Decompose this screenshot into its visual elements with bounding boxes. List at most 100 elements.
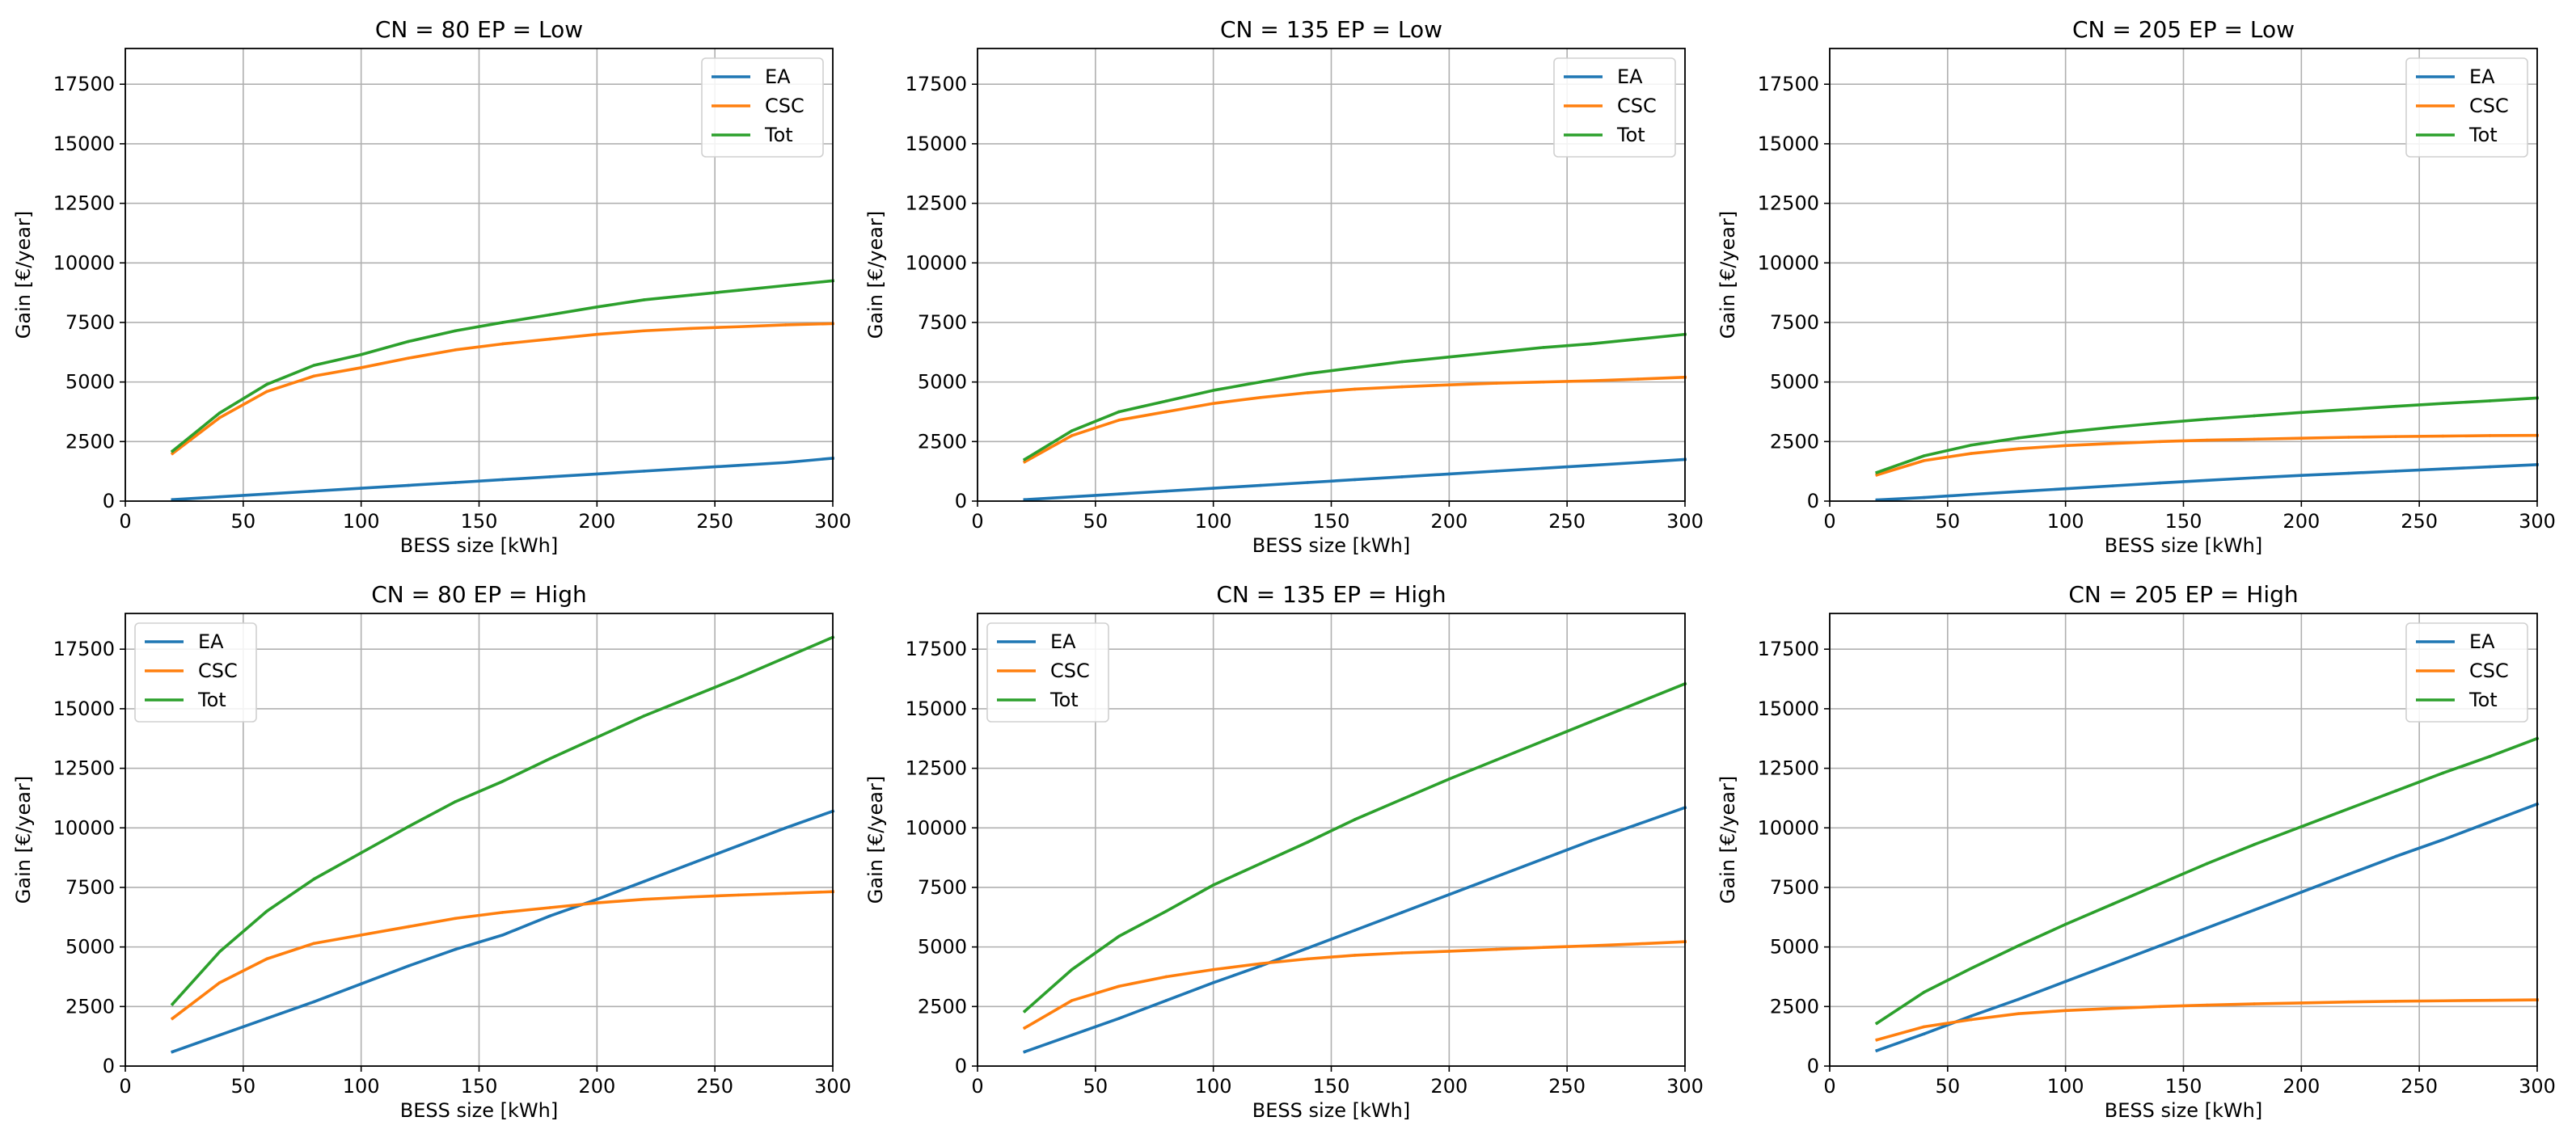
x-tick-label: 300 [2519, 510, 2556, 533]
plot-frame [977, 613, 1686, 1067]
series-line-tot [1022, 681, 1687, 1014]
data-point-csc [2346, 1000, 2350, 1004]
data-point-tot [1970, 443, 1973, 447]
data-point-tot [1875, 470, 1879, 474]
legend-label-csc: CSC [1617, 95, 1657, 117]
data-point-tot [2158, 421, 2162, 425]
data-point-csc [500, 911, 505, 914]
legend: EA CSC Tot [134, 622, 257, 723]
data-point-csc [2158, 440, 2162, 444]
x-tick-label: 0 [119, 1075, 131, 1098]
x-tick-label: 50 [231, 1075, 256, 1098]
data-point-ea [1164, 999, 1168, 1002]
y-tick-label: 15000 [1758, 698, 1819, 720]
data-point-tot [690, 695, 693, 698]
data-point-csc [2394, 1000, 2397, 1003]
data-point-csc [1494, 947, 1498, 951]
legend-label-tot: Tot [1049, 689, 1079, 711]
data-point-csc [454, 348, 458, 352]
data-point-tot [2394, 789, 2397, 793]
data-point-ea [2111, 484, 2114, 487]
data-point-csc [783, 323, 788, 327]
x-tick-label: 250 [696, 1075, 733, 1098]
y-tick-label: 10000 [53, 816, 115, 839]
data-point-csc [2111, 1006, 2114, 1010]
data-point-csc [1636, 377, 1640, 381]
data-point-tot [1117, 410, 1121, 414]
y-tick-label: 7500 [918, 311, 967, 334]
data-point-csc [171, 1017, 175, 1020]
x-tick-label: 250 [696, 510, 733, 533]
legend-label-ea: EA [1050, 630, 1076, 653]
x-tick-label: 50 [231, 510, 256, 533]
legend: EA CSC Tot [2405, 57, 2528, 158]
data-point-csc [2253, 437, 2256, 441]
data-point-ea [1023, 1050, 1027, 1054]
data-point-csc [312, 374, 316, 378]
x-tick-label: 100 [2047, 510, 2084, 533]
data-point-tot [642, 714, 646, 718]
data-point-csc [217, 981, 222, 984]
y-tick-label: 2500 [65, 430, 115, 453]
data-point-csc [265, 390, 268, 394]
data-point-csc [171, 452, 175, 455]
data-point-csc [2346, 436, 2350, 439]
data-point-tot [1259, 380, 1262, 384]
series-line-tot [1874, 736, 2540, 1026]
data-point-ea [737, 463, 741, 467]
data-point-tot [1636, 337, 1640, 341]
legend: EA CSC Tot [1553, 57, 1676, 158]
data-point-ea [2205, 478, 2209, 483]
data-point-tot [2016, 436, 2021, 440]
data-point-ea [2253, 908, 2256, 912]
y-axis-label: Gain [€/year] [12, 211, 35, 339]
data-point-csc [1070, 999, 1074, 1002]
data-point-ea [2063, 980, 2067, 984]
data-point-csc [1211, 402, 1215, 405]
y-tick-label: 7500 [1770, 311, 1819, 334]
data-point-csc [1970, 1018, 1973, 1022]
data-point-tot [2488, 755, 2492, 758]
data-point-tot [265, 382, 268, 386]
data-point-ea [1259, 964, 1262, 968]
data-point-csc [2205, 1003, 2209, 1007]
data-point-tot [454, 329, 458, 333]
data-point-tot [1070, 967, 1074, 972]
y-tick-label: 2500 [65, 995, 115, 1018]
data-point-csc [1589, 379, 1593, 382]
y-tick-label: 0 [103, 490, 115, 512]
x-tick-label: 0 [971, 510, 983, 533]
panel-title: CN = 205 EP = High [2068, 581, 2298, 608]
data-point-tot [2063, 430, 2067, 434]
data-point-ea [2111, 962, 2114, 966]
x-tick-label: 100 [1195, 1075, 1232, 1098]
data-point-tot [1211, 883, 1215, 887]
x-tick-label: 150 [2165, 510, 2202, 533]
data-point-csc [2016, 447, 2021, 450]
data-point-ea [1164, 489, 1168, 493]
data-point-tot [1070, 429, 1074, 432]
data-point-csc [407, 925, 410, 929]
y-tick-label: 5000 [65, 936, 115, 959]
data-point-tot [548, 313, 551, 317]
data-point-csc [1164, 410, 1168, 414]
data-point-tot [2441, 402, 2445, 405]
data-point-ea [2394, 470, 2397, 473]
data-point-tot [1306, 372, 1310, 376]
data-point-csc [1970, 452, 1973, 455]
data-point-tot [1542, 739, 1545, 743]
y-tick-label: 0 [103, 1055, 115, 1077]
x-tick-label: 250 [1548, 510, 1586, 533]
data-point-ea [1922, 1032, 1926, 1036]
data-point-ea [1259, 483, 1262, 487]
subplot-5: CN = 135 EP = High 0 50 100 150 200 250 300 0 250… [864, 581, 1704, 1122]
data-point-csc [2205, 438, 2209, 442]
data-point-ea [548, 914, 551, 918]
data-point-ea [690, 466, 693, 470]
data-point-csc [217, 416, 222, 419]
x-tick-label: 250 [2401, 510, 2438, 533]
x-axis-label: BESS size [kWh] [400, 1099, 558, 1122]
data-point-ea [454, 947, 458, 951]
data-point-csc [2253, 1002, 2256, 1005]
y-tick-label: 17500 [906, 638, 967, 660]
